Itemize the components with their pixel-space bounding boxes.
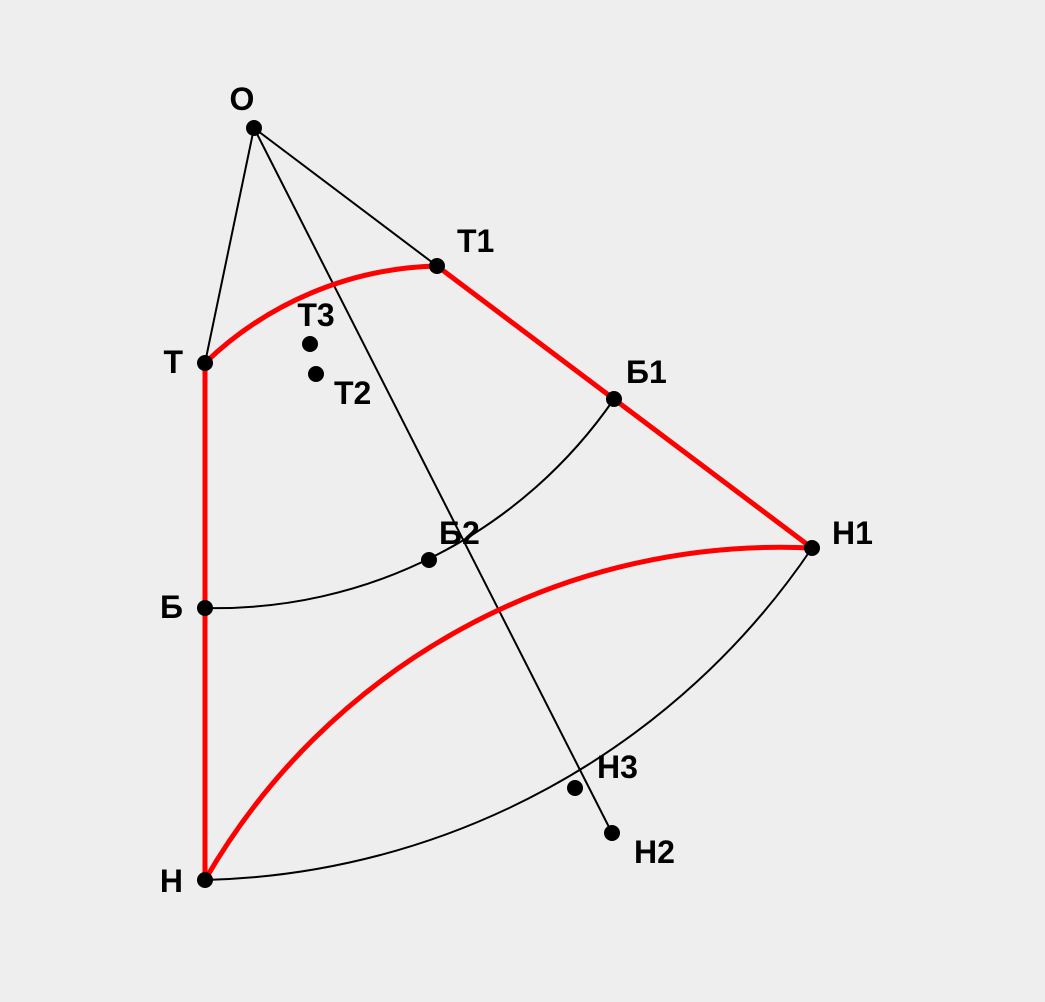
diagram-canvas: О Т Т1 Т2 Т3 Б Б1 Б2 Н Н1 Н2 Н3 bbox=[0, 0, 1045, 1002]
point-B2 bbox=[421, 552, 437, 568]
label-H2: Н2 bbox=[634, 834, 675, 870]
point-T2 bbox=[308, 366, 324, 382]
label-H3: Н3 bbox=[597, 749, 638, 785]
point-T bbox=[197, 355, 213, 371]
label-H: Н bbox=[160, 863, 183, 899]
label-T3: Т3 bbox=[297, 297, 334, 333]
label-B: Б bbox=[160, 589, 183, 625]
label-B1: Б1 bbox=[626, 354, 667, 390]
label-T2: Т2 bbox=[334, 375, 371, 411]
point-H1 bbox=[804, 540, 820, 556]
point-H3 bbox=[567, 780, 583, 796]
point-B bbox=[197, 600, 213, 616]
label-T1: Т1 bbox=[457, 223, 494, 259]
label-B2: Б2 bbox=[439, 515, 480, 551]
background bbox=[0, 0, 1045, 1002]
label-T: Т bbox=[163, 344, 183, 380]
point-T1 bbox=[429, 258, 445, 274]
label-H1: Н1 bbox=[832, 515, 873, 551]
label-O: О bbox=[230, 81, 255, 117]
point-H2 bbox=[604, 825, 620, 841]
point-T3 bbox=[302, 336, 318, 352]
point-O bbox=[246, 120, 262, 136]
point-B1 bbox=[606, 391, 622, 407]
point-H bbox=[197, 872, 213, 888]
